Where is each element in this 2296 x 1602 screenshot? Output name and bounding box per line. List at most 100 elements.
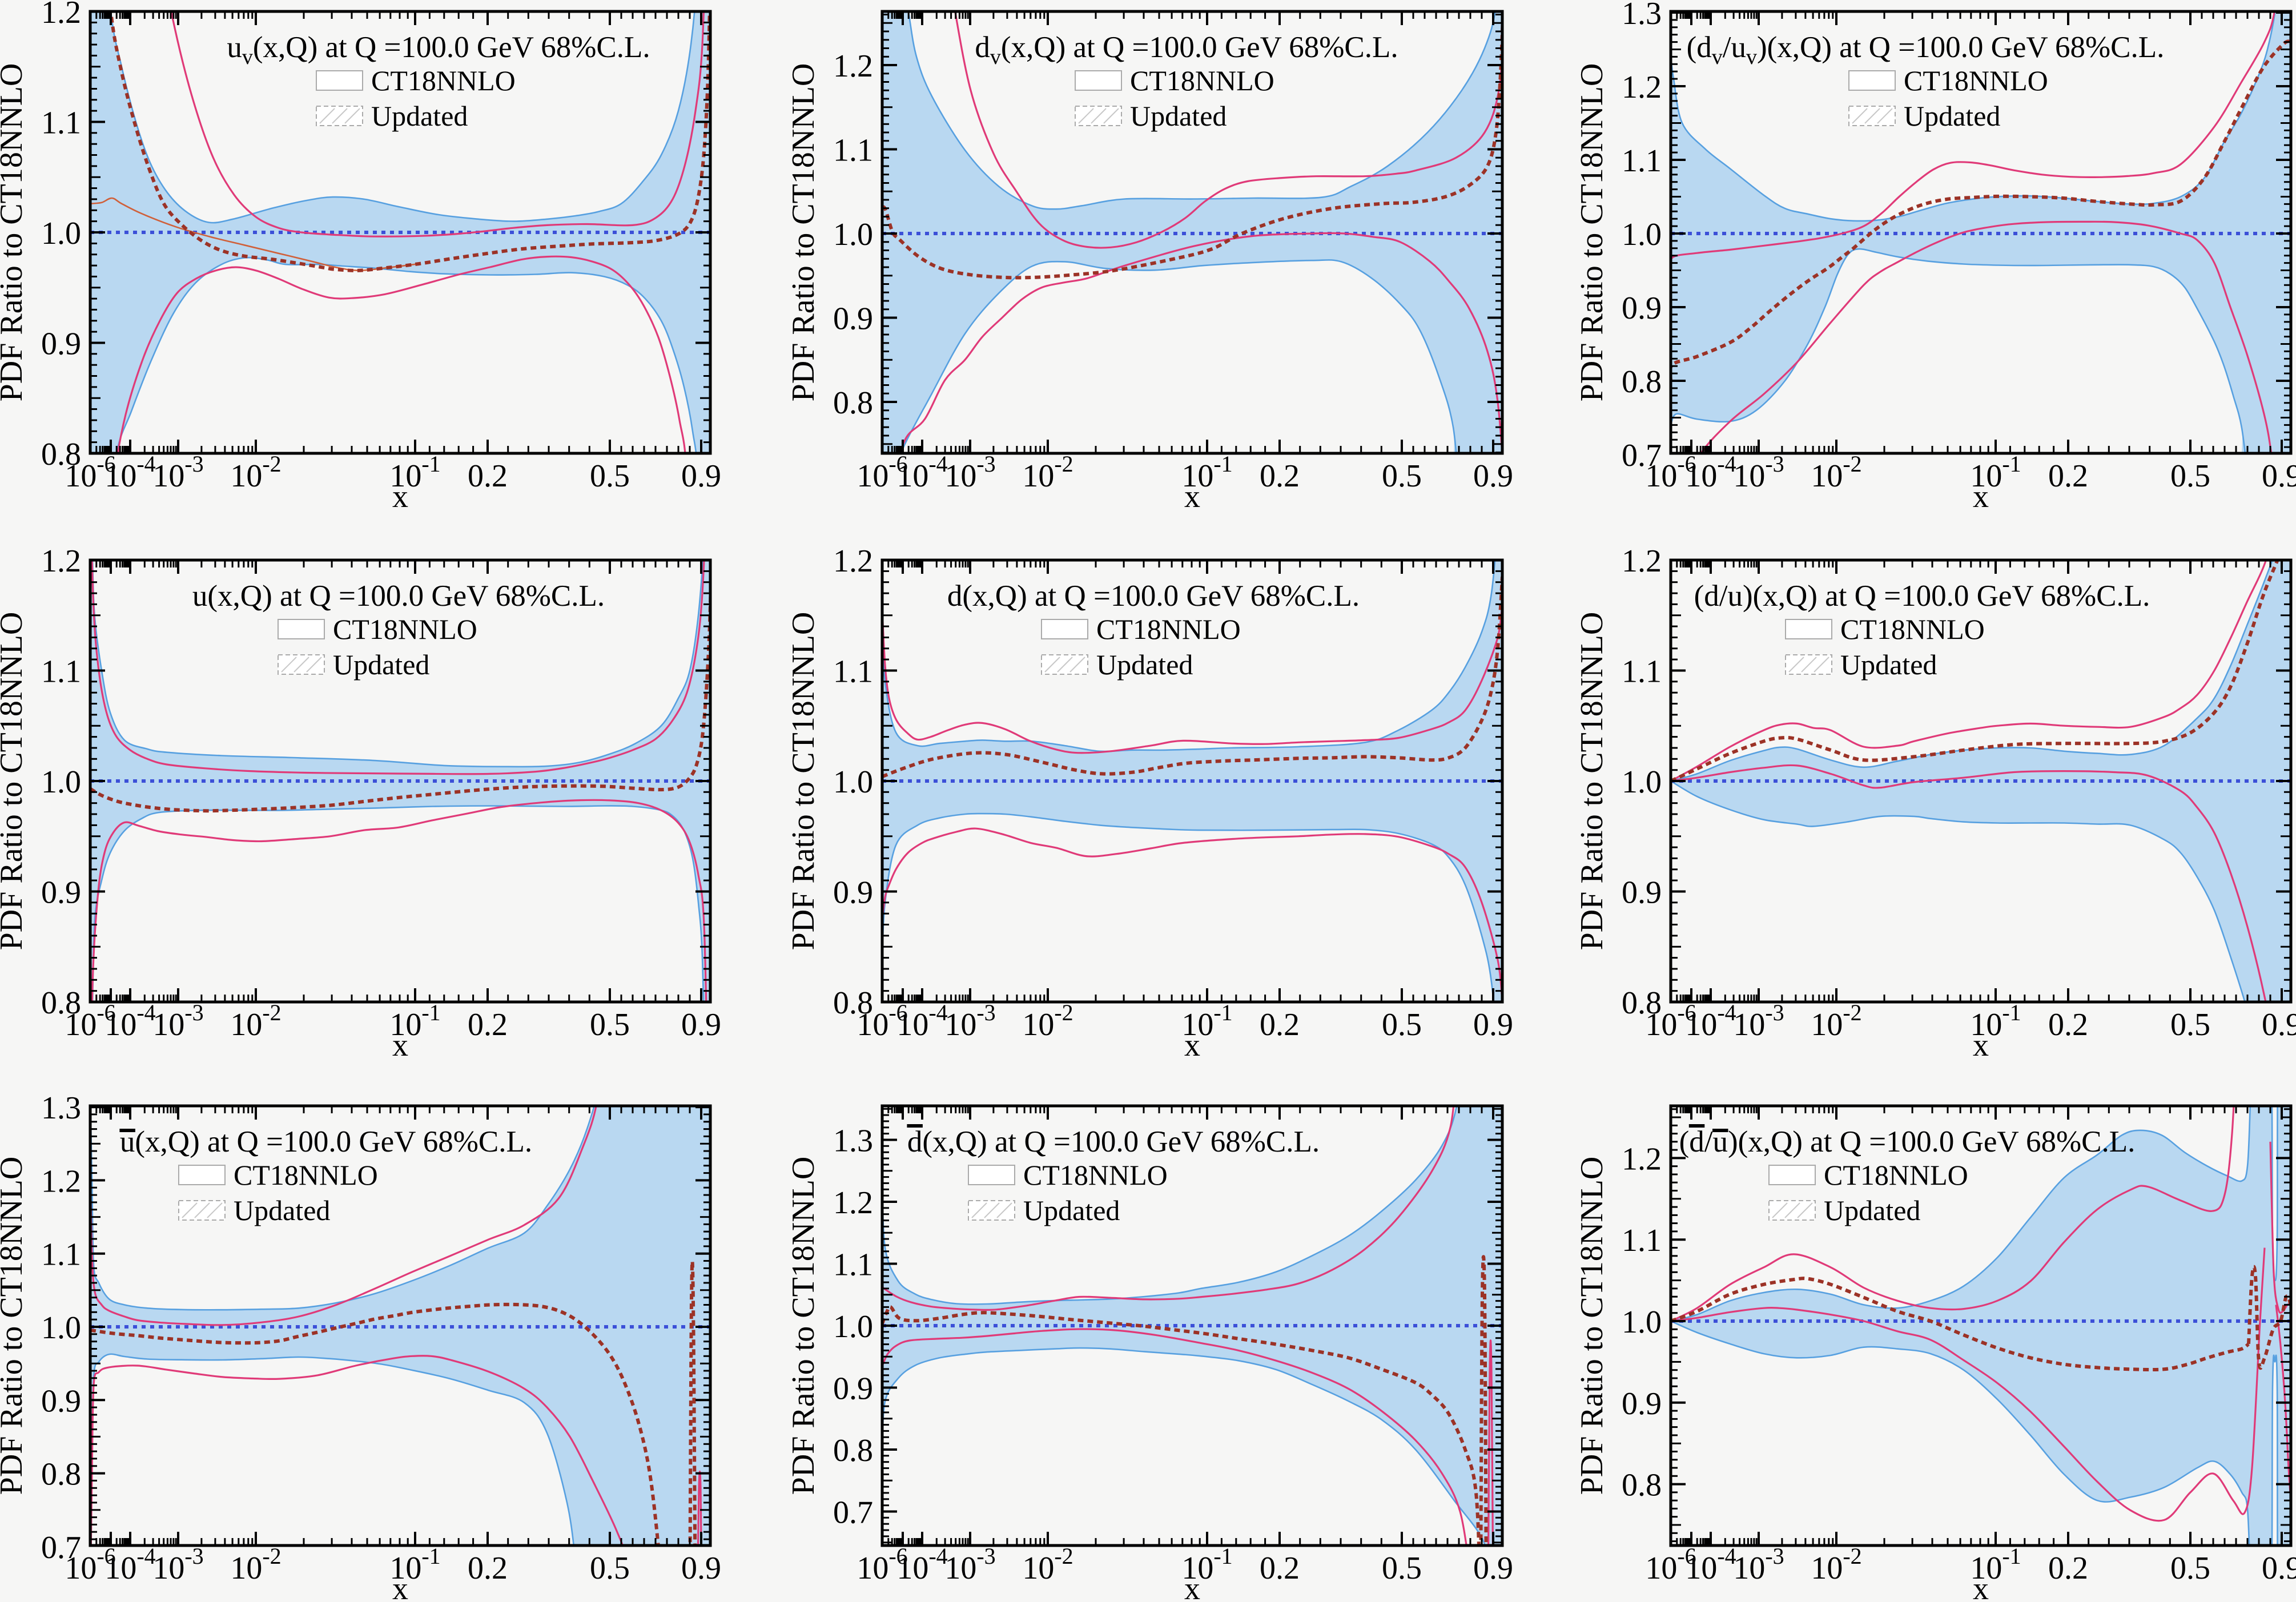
- svg-text:Updated: Updated: [234, 1194, 330, 1226]
- svg-text:v: v: [990, 45, 1001, 69]
- svg-text:(x,Q) at Q =100.0 GeV 68%C.L.: (x,Q) at Q =100.0 GeV 68%C.L.: [1753, 579, 2150, 613]
- svg-text:0.2: 0.2: [2048, 1007, 2088, 1042]
- svg-text:0.8: 0.8: [1622, 1468, 1662, 1503]
- svg-text:0.7: 0.7: [1622, 438, 1662, 473]
- svg-text:CT18NNLO: CT18NNLO: [1130, 65, 1274, 96]
- svg-text:0.2: 0.2: [468, 458, 508, 494]
- svg-text:0.9: 0.9: [681, 458, 721, 494]
- svg-text:x: x: [1973, 479, 1989, 514]
- svg-text:PDF Ratio to CT18NNLO: PDF Ratio to CT18NNLO: [0, 63, 29, 402]
- svg-text:(x,Q) at Q =100.0 GeV 68%C.L.: (x,Q) at Q =100.0 GeV 68%C.L.: [135, 1125, 532, 1158]
- svg-text:1.0: 1.0: [41, 216, 81, 251]
- svg-text:0.9: 0.9: [833, 875, 873, 911]
- svg-text:0.9: 0.9: [833, 1371, 873, 1407]
- svg-text:0.9: 0.9: [1622, 291, 1662, 326]
- svg-text:0.9: 0.9: [1622, 875, 1662, 911]
- svg-text:/: /: [1704, 1125, 1713, 1158]
- svg-text:x: x: [1184, 1028, 1200, 1063]
- svg-text:0.9: 0.9: [1473, 1551, 1513, 1586]
- svg-text:0.8: 0.8: [41, 1457, 81, 1492]
- svg-text:0.9: 0.9: [2262, 1007, 2296, 1042]
- svg-text:1.3: 1.3: [41, 1090, 81, 1126]
- svg-text:(d/u): (d/u): [1694, 579, 1753, 613]
- svg-text:1.2: 1.2: [1622, 1141, 1662, 1177]
- svg-text:Updated: Updated: [1023, 1194, 1120, 1226]
- svg-text:0.5: 0.5: [2170, 1551, 2210, 1586]
- svg-text:0.9: 0.9: [1473, 458, 1513, 494]
- svg-text:0.2: 0.2: [1260, 1551, 1300, 1586]
- svg-text:0.7: 0.7: [833, 1495, 873, 1531]
- svg-text:0.9: 0.9: [681, 1007, 721, 1042]
- svg-text:x: x: [392, 1028, 408, 1063]
- svg-text:1.2: 1.2: [41, 1164, 81, 1199]
- svg-text:1.0: 1.0: [833, 217, 873, 252]
- svg-text:PDF Ratio to CT18NNLO: PDF Ratio to CT18NNLO: [786, 1157, 821, 1495]
- svg-text:0.7: 0.7: [41, 1530, 81, 1565]
- svg-text:0.5: 0.5: [1382, 458, 1422, 494]
- svg-text:d: d: [975, 31, 990, 64]
- svg-text:(d: (d: [1687, 31, 1712, 64]
- svg-text:x: x: [1184, 1571, 1200, 1602]
- svg-text:1.0: 1.0: [833, 1309, 873, 1345]
- svg-text:d: d: [1689, 1125, 1704, 1158]
- svg-text:(x,Q) at Q =100.0 GeV 68%C.L.: (x,Q) at Q =100.0 GeV 68%C.L.: [207, 579, 605, 613]
- svg-text:v: v: [1712, 45, 1723, 69]
- svg-text:Updated: Updated: [1130, 100, 1227, 132]
- svg-text:0.5: 0.5: [2170, 458, 2210, 494]
- svg-text:Updated: Updated: [1096, 649, 1193, 681]
- svg-text:d: d: [947, 579, 963, 613]
- svg-text:): ): [1728, 1125, 1738, 1158]
- svg-text:(x,Q) at Q =100.0 GeV 68%C.L.: (x,Q) at Q =100.0 GeV 68%C.L.: [253, 31, 650, 64]
- svg-text:v: v: [1746, 45, 1757, 69]
- svg-text:10-6: 10-6: [65, 1543, 115, 1586]
- svg-text:0.9: 0.9: [41, 327, 81, 362]
- svg-text:Updated: Updated: [1840, 649, 1937, 681]
- svg-text:10-6: 10-6: [65, 1000, 115, 1042]
- svg-text:/u: /u: [1723, 31, 1746, 64]
- svg-text:0.9: 0.9: [2262, 458, 2296, 494]
- svg-text:1.0: 1.0: [1622, 217, 1662, 252]
- svg-text:x: x: [392, 479, 408, 514]
- svg-text:1.0: 1.0: [41, 764, 81, 800]
- svg-text:0.5: 0.5: [590, 458, 630, 494]
- svg-text:PDF Ratio to CT18NNLO: PDF Ratio to CT18NNLO: [786, 612, 821, 951]
- svg-text:0.2: 0.2: [2048, 458, 2088, 494]
- svg-text:d: d: [907, 1125, 923, 1158]
- svg-text:0.5: 0.5: [590, 1551, 630, 1586]
- svg-text:1.0: 1.0: [833, 764, 873, 800]
- svg-text:10-2: 10-2: [1022, 1543, 1073, 1586]
- svg-text:CT18NNLO: CT18NNLO: [1096, 613, 1241, 645]
- svg-text:1.1: 1.1: [1622, 654, 1662, 690]
- svg-text:10-6: 10-6: [65, 451, 115, 494]
- svg-text:PDF Ratio to CT18NNLO: PDF Ratio to CT18NNLO: [1574, 1157, 1610, 1495]
- svg-text:Updated: Updated: [333, 649, 429, 681]
- svg-text:0.8: 0.8: [833, 385, 873, 421]
- svg-text:Updated: Updated: [1824, 1194, 1920, 1226]
- svg-text:0.2: 0.2: [468, 1551, 508, 1586]
- svg-text:1.0: 1.0: [1622, 1305, 1662, 1340]
- svg-text:0.5: 0.5: [1382, 1551, 1422, 1586]
- svg-text:10-1: 10-1: [389, 451, 440, 494]
- svg-text:1.0: 1.0: [1622, 764, 1662, 800]
- svg-text:0.8: 0.8: [41, 985, 81, 1021]
- svg-text:10-4: 10-4: [896, 1000, 947, 1042]
- svg-text:10-1: 10-1: [1970, 451, 2021, 494]
- svg-text:0.8: 0.8: [1622, 985, 1662, 1021]
- svg-text:0.8: 0.8: [41, 437, 81, 472]
- svg-text:(x,Q) at Q =100.0 GeV 68%C.L.: (x,Q) at Q =100.0 GeV 68%C.L.: [1767, 31, 2165, 64]
- svg-text:1.1: 1.1: [1622, 143, 1662, 179]
- svg-text:CT18NNLO: CT18NNLO: [1824, 1159, 1968, 1191]
- svg-text:1.1: 1.1: [41, 106, 81, 141]
- svg-text:(x,Q) at Q =100.0 GeV 68%C.L.: (x,Q) at Q =100.0 GeV 68%C.L.: [1738, 1125, 2136, 1158]
- svg-text:x: x: [1973, 1571, 1989, 1602]
- svg-text:CT18NNLO: CT18NNLO: [234, 1159, 378, 1191]
- svg-text:Updated: Updated: [1904, 100, 2000, 132]
- svg-text:0.9: 0.9: [41, 1383, 81, 1419]
- svg-text:PDF Ratio to CT18NNLO: PDF Ratio to CT18NNLO: [1574, 612, 1610, 951]
- svg-text:Updated: Updated: [371, 100, 468, 132]
- svg-text:1.1: 1.1: [41, 1237, 81, 1273]
- svg-text:0.2: 0.2: [1260, 458, 1300, 494]
- svg-text:PDF Ratio to CT18NNLO: PDF Ratio to CT18NNLO: [786, 63, 821, 402]
- svg-text:0.9: 0.9: [1473, 1007, 1513, 1042]
- svg-text:v: v: [242, 45, 253, 69]
